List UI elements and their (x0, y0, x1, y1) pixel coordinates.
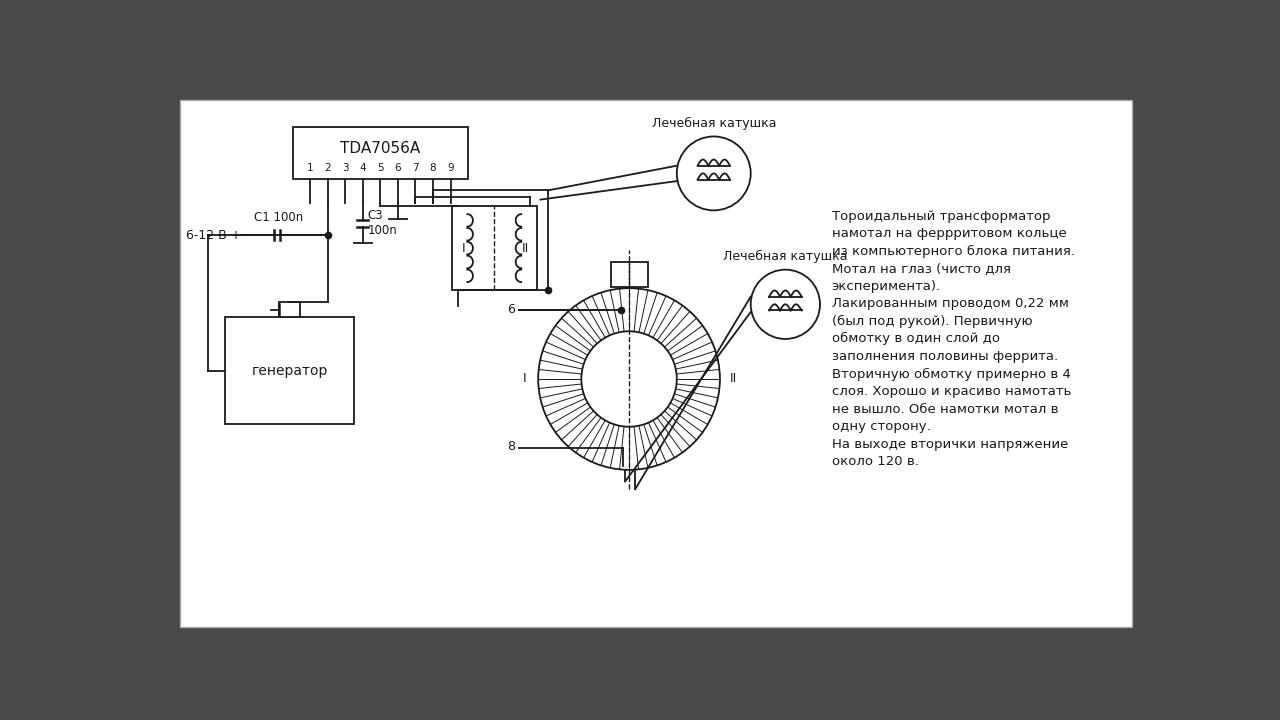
Text: C1 100n: C1 100n (253, 211, 303, 224)
Text: генератор: генератор (251, 364, 328, 377)
Text: II: II (730, 372, 737, 385)
Text: TDA7056A: TDA7056A (340, 141, 420, 156)
Circle shape (677, 137, 750, 210)
Text: 3: 3 (342, 163, 348, 173)
Text: II: II (521, 242, 529, 255)
Circle shape (750, 270, 820, 339)
Bar (225, 318, 355, 423)
Text: 9: 9 (447, 163, 454, 173)
Text: 6: 6 (394, 163, 401, 173)
Text: I: I (462, 242, 466, 255)
Text: 1: 1 (307, 163, 314, 173)
Text: 8: 8 (507, 440, 515, 454)
Text: I: I (522, 372, 526, 385)
Circle shape (581, 331, 677, 427)
Text: 7: 7 (412, 163, 419, 173)
Text: 4: 4 (360, 163, 366, 173)
Bar (452, 206, 536, 290)
Text: Лечебная катушка: Лечебная катушка (723, 251, 847, 264)
Bar (293, 127, 468, 179)
Text: Тороидальный трансформатор
намотал на феррритовом кольце
из компьютерного блока : Тороидальный трансформатор намотал на фе… (832, 210, 1075, 468)
Bar (611, 262, 648, 287)
Circle shape (538, 288, 719, 470)
Text: 5: 5 (378, 163, 384, 173)
Text: 2: 2 (324, 163, 332, 173)
Text: 8: 8 (430, 163, 436, 173)
Text: C3
100n: C3 100n (367, 210, 397, 238)
Text: 6: 6 (507, 303, 515, 316)
Bar (279, 302, 301, 318)
Text: Лечебная катушка: Лечебная катушка (652, 117, 776, 130)
Text: 6-12 В +: 6-12 В + (187, 228, 242, 241)
